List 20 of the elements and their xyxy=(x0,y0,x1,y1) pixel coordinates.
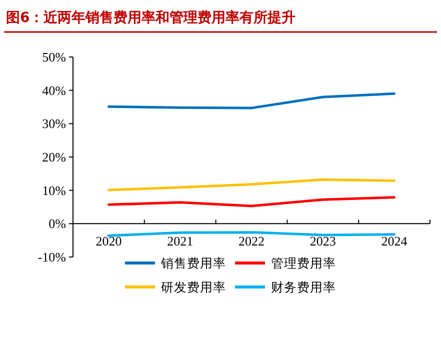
x-tick-label: 2021 xyxy=(167,234,194,249)
y-tick-label: 10% xyxy=(42,182,66,198)
y-tick-label: 30% xyxy=(42,116,66,132)
line-series xyxy=(107,92,396,110)
y-tick-label: 0% xyxy=(48,216,66,232)
line-series xyxy=(107,178,396,192)
chart-title: 图6：近两年销售费用率和管理费用率有所提升 xyxy=(6,9,296,26)
legend-label: 研发费用率 xyxy=(161,279,226,294)
x-tick-label: 2024 xyxy=(381,234,408,249)
legend-label: 财务费用率 xyxy=(271,279,336,294)
x-tick-label: 2023 xyxy=(310,234,336,249)
y-tick-label: 40% xyxy=(42,82,66,98)
legend-label: 销售费用率 xyxy=(160,255,226,270)
legend-label: 管理费用率 xyxy=(271,255,336,270)
line-series xyxy=(107,196,396,208)
y-tick-label: 50% xyxy=(42,50,66,65)
y-tick-label: 20% xyxy=(42,150,66,165)
x-tick-label: 2022 xyxy=(238,234,264,249)
x-tick-label: 2020 xyxy=(96,234,122,249)
y-tick-label: -10% xyxy=(38,250,66,265)
